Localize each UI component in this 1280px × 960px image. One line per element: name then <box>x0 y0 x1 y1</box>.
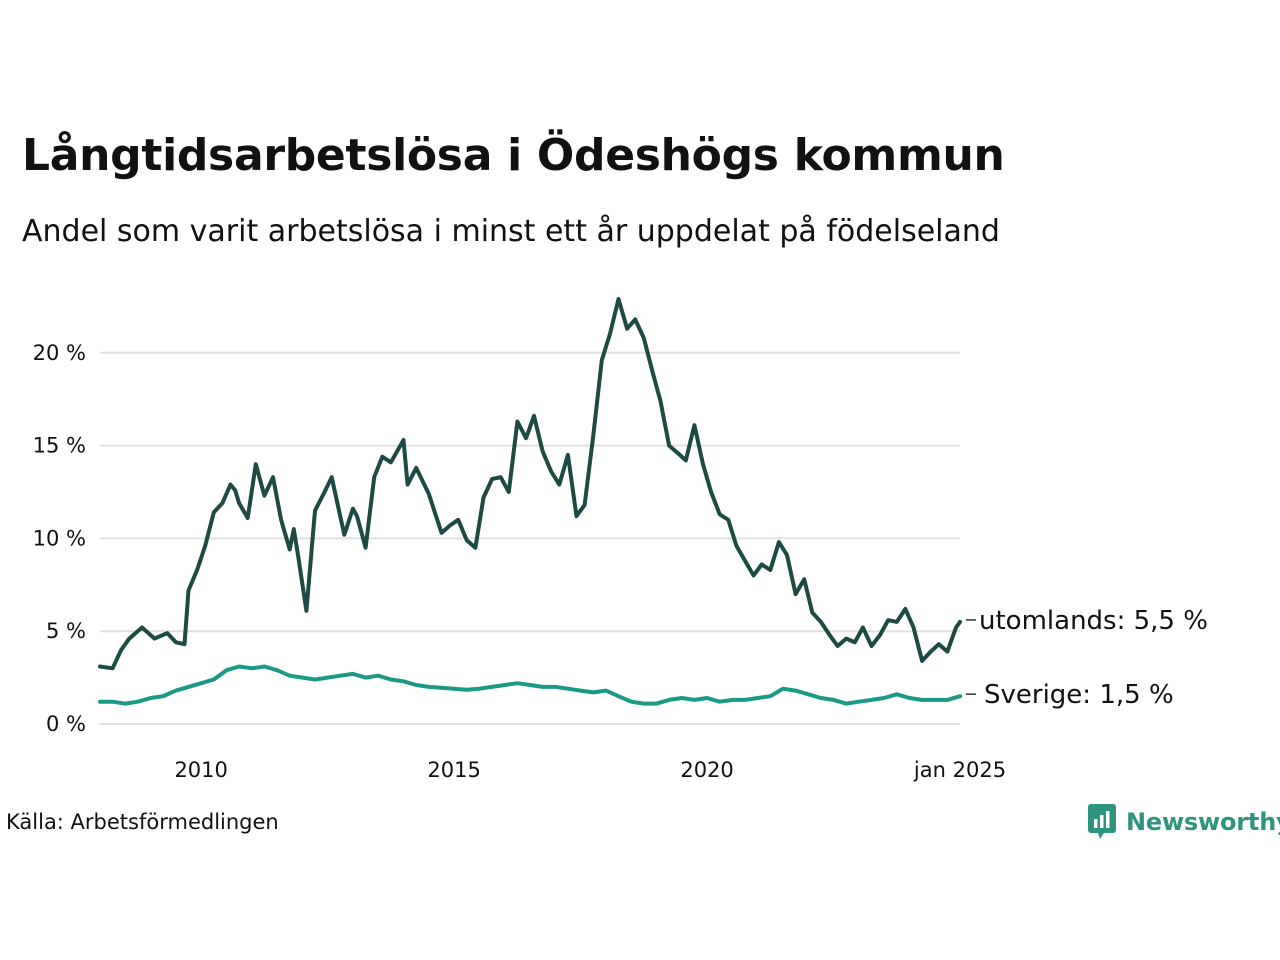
series-line-utomlands <box>98 297 962 671</box>
chart-title: Långtidsarbetslösa i Ödeshögs kommun <box>22 130 1005 181</box>
series-line-sverige <box>98 664 962 706</box>
gridlines <box>100 351 960 725</box>
newsworthy-logo: Newsworthy <box>1088 804 1280 840</box>
source-note: Källa: Arbetsförmedlingen <box>6 810 279 834</box>
x-axis: 2010 2015 2020 jan 2025 <box>174 758 1006 782</box>
y-tick-label: 10 % <box>33 526 86 550</box>
series <box>98 297 962 706</box>
series-labels: utomlands: 5,5 % Sverige: 1,5 % <box>966 606 1208 710</box>
x-tick-label: 2020 <box>680 758 733 782</box>
x-tick-label: jan 2025 <box>913 758 1006 782</box>
y-tick-label: 0 % <box>46 712 86 736</box>
series-label-utomlands: utomlands: 5,5 % <box>979 606 1208 636</box>
brand-name: Newsworthy <box>1126 808 1280 836</box>
chart-subtitle: Andel som varit arbetslösa i minst ett å… <box>22 214 1000 249</box>
newsworthy-logo-icon <box>1088 804 1116 839</box>
x-tick-label: 2010 <box>174 758 227 782</box>
y-tick-label: 5 % <box>46 619 86 643</box>
y-tick-label: 15 % <box>33 434 86 458</box>
x-tick-label: 2015 <box>427 758 480 782</box>
series-label-sverige: Sverige: 1,5 % <box>984 680 1174 710</box>
y-tick-label: 20 % <box>33 341 86 365</box>
y-axis: 0 % 5 % 10 % 15 % 20 % <box>33 341 86 736</box>
